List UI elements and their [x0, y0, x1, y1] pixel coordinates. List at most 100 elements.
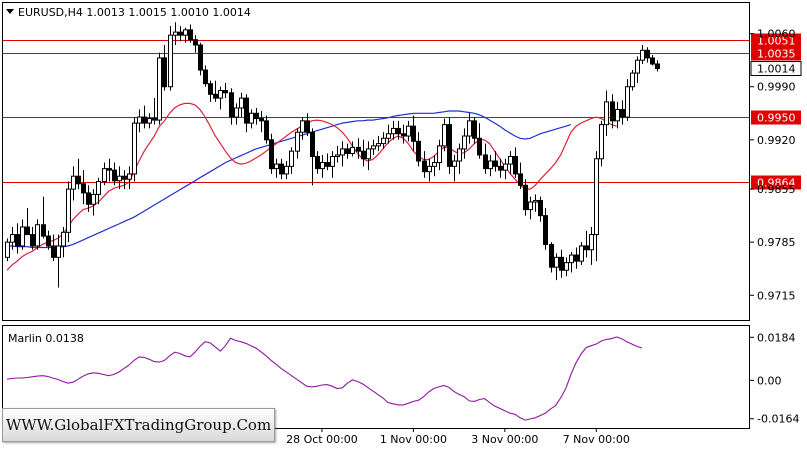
candle-body	[66, 188, 71, 233]
candle-body	[615, 108, 620, 122]
candle-body	[330, 155, 335, 167]
candle-body	[305, 120, 310, 133]
time-tick-label: 3 Nov 00:00	[471, 433, 538, 446]
candle-body	[10, 234, 15, 243]
candle-body	[30, 234, 35, 247]
candle-body	[381, 137, 386, 145]
time-tick-label: 1 Nov 00:00	[380, 433, 447, 446]
candle-body	[528, 201, 533, 211]
candle-body	[493, 160, 498, 167]
osc-tick-label: 0.0184	[757, 331, 796, 344]
candle-body	[655, 63, 660, 70]
candle-body	[315, 155, 320, 170]
indicator-title: Marlin 0.0138	[8, 332, 84, 345]
candle-body	[366, 148, 371, 160]
candle-body	[259, 118, 264, 122]
candle-body	[620, 108, 625, 118]
candlesticks	[5, 22, 660, 288]
candle-body	[625, 86, 630, 118]
level-badge	[751, 175, 801, 190]
candle-body	[132, 122, 137, 175]
candle-body	[320, 162, 325, 170]
candle-body	[264, 120, 269, 141]
candle-body	[488, 160, 493, 170]
candle-body	[239, 97, 244, 109]
candle-body	[147, 118, 152, 124]
moving-averages	[6, 102, 617, 271]
time-tick-label: 7 Nov 00:00	[563, 433, 630, 446]
candle-body	[162, 57, 167, 88]
candle-body	[295, 131, 300, 152]
candle-body	[157, 57, 162, 121]
candle-body	[650, 57, 655, 65]
candle-body	[300, 120, 305, 133]
current-price-label: 1.0014	[757, 63, 796, 76]
candle-body	[549, 243, 554, 268]
candle-body	[51, 245, 56, 258]
candle-body	[91, 193, 96, 205]
candle-body	[213, 93, 218, 99]
candle-body	[371, 145, 376, 150]
candle-body	[137, 116, 142, 124]
collapse-triangle-icon[interactable]	[6, 9, 14, 14]
candle-body	[401, 133, 406, 137]
candle-body	[229, 92, 234, 118]
candle-body	[76, 175, 81, 185]
candle-body	[564, 262, 569, 271]
candle-body	[203, 69, 208, 85]
candle-body	[513, 155, 518, 175]
price-tick-label: 0.9785	[757, 236, 796, 249]
candle-body	[538, 199, 543, 217]
candle-body	[46, 235, 51, 247]
candle-body	[350, 146, 355, 154]
candle-body	[391, 127, 396, 135]
candle-body	[452, 160, 457, 167]
time-tick-label: 28 Oct 00:00	[286, 433, 358, 446]
candle-body	[325, 162, 330, 167]
candle-body	[223, 90, 228, 94]
symbol-header: EURUSD,H4 1.0013 1.0015 1.0010 1.0014	[18, 6, 251, 19]
candle-body	[447, 124, 452, 167]
candle-body	[218, 90, 223, 99]
candle-body	[183, 29, 188, 36]
candle-body	[635, 59, 640, 74]
candle-body	[610, 101, 615, 122]
candle-body	[533, 199, 538, 203]
level-badge	[751, 33, 801, 48]
candle-body	[61, 231, 66, 247]
candle-body	[472, 120, 477, 139]
candle-body	[432, 162, 437, 167]
candle-body	[361, 150, 366, 160]
candle-body	[523, 184, 528, 211]
candle-body	[249, 112, 254, 124]
price-tick-label: 0.9715	[757, 289, 796, 302]
osc-tick-label: -0.0164	[757, 413, 799, 426]
candle-body	[645, 49, 650, 59]
candle-body	[559, 256, 564, 271]
candle-body	[467, 120, 472, 137]
candle-body	[173, 31, 178, 36]
candle-body	[254, 112, 259, 120]
price-pane-frame	[2, 2, 750, 321]
candle-body	[41, 224, 46, 237]
price-tick-label: 0.9920	[757, 134, 796, 147]
candle-body	[208, 83, 213, 95]
candle-body	[188, 29, 193, 41]
price-tick-label: 1.0060	[757, 28, 796, 41]
candle-body	[310, 131, 315, 157]
candle-body	[25, 226, 30, 236]
candle-body	[345, 148, 350, 154]
candle-body	[152, 118, 157, 121]
candle-body	[386, 133, 391, 139]
candle-body	[630, 72, 635, 88]
candle-body	[422, 160, 427, 173]
level-badge	[751, 110, 801, 125]
candle-body	[178, 31, 183, 36]
price-tick-label: 0.9855	[757, 183, 796, 196]
osc-tick-label: 0.00	[757, 374, 782, 387]
candle-body	[457, 148, 462, 162]
candle-body	[86, 192, 91, 205]
level-label: 1.0051	[757, 35, 796, 48]
